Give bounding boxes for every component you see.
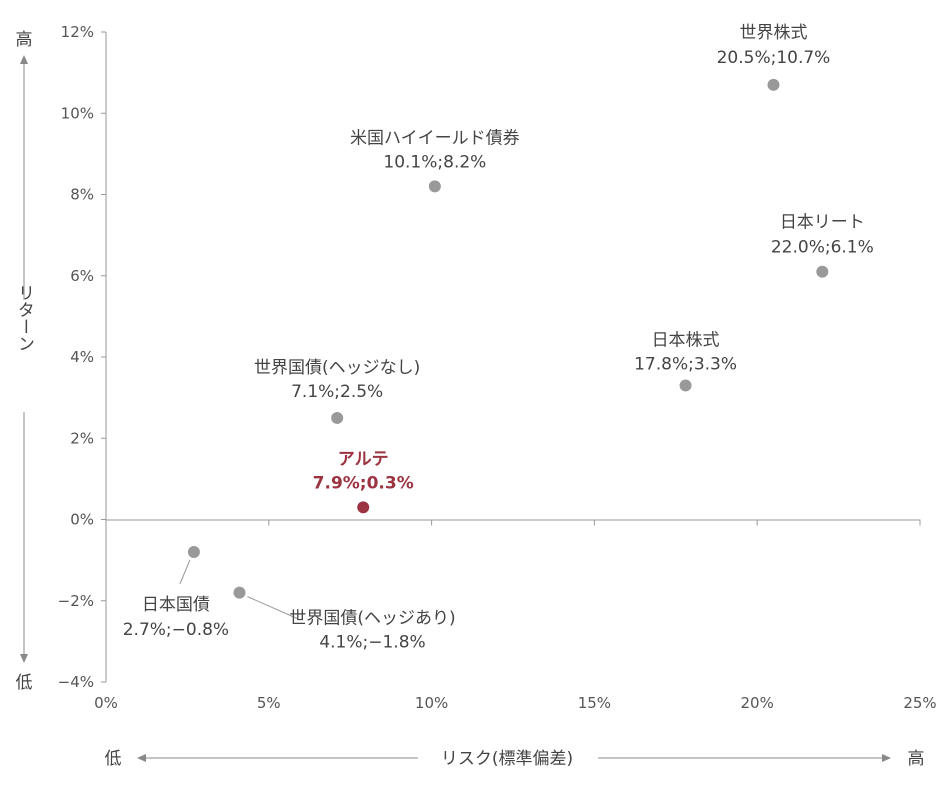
label-leader-lines	[179, 559, 298, 620]
point-value-label: 2.7%;−0.8%	[123, 620, 229, 640]
x-tick-label: 15%	[578, 694, 611, 712]
x-tick-label: 25%	[903, 694, 936, 712]
point-name-label: 世界株式	[739, 23, 807, 43]
x-tick-label: 0%	[94, 694, 118, 712]
y-tick-label: −2%	[58, 592, 94, 610]
y-tick-label: 6%	[70, 267, 94, 285]
point-value-label: 7.1%;2.5%	[291, 382, 383, 402]
y-axis-arrow-up-icon	[20, 55, 28, 64]
data-labels: 世界株式 20.5%;10.7% 米国ハイイールド債券 10.1%;8.2% 日本リート…	[123, 23, 874, 653]
x-axis-low-label: 低	[105, 749, 122, 769]
leader-line	[179, 559, 191, 585]
point-value-label: 20.5%;10.7%	[717, 48, 831, 68]
y-axis-arrow-down-icon	[20, 654, 28, 663]
data-point	[357, 501, 370, 514]
y-axis-high-label: 高	[16, 30, 33, 50]
data-point	[331, 411, 344, 424]
data-point	[428, 180, 441, 193]
y-axis-ticks: −4% −2% 0% 2% 4% 6% 8% 10% 12%	[58, 23, 106, 691]
y-axis-title: リターン	[14, 284, 34, 352]
point-value-label: 22.0%;6.1%	[771, 238, 874, 258]
y-tick-label: 8%	[70, 186, 94, 204]
x-tick-label: 20%	[741, 694, 774, 712]
data-point	[767, 78, 780, 91]
x-tick-label: 10%	[415, 694, 448, 712]
x-axis-arrow-left-icon	[137, 754, 146, 762]
point-value-label: 10.1%;8.2%	[383, 152, 486, 172]
y-tick-label: 12%	[61, 23, 94, 41]
data-point	[233, 586, 246, 599]
x-axis-ticks: 0% 5% 10% 15% 20% 25%	[94, 519, 937, 712]
data-point	[679, 379, 692, 392]
x-axis-title: リスク(標準偏差)	[441, 749, 573, 769]
y-tick-label: 2%	[70, 429, 94, 447]
point-name-label: 日本株式	[652, 330, 720, 350]
data-point	[187, 546, 200, 558]
y-axis-low-label: 低	[16, 673, 33, 693]
point-name-label: 世界国債(ヘッジなし)	[254, 358, 420, 378]
point-value-label: 4.1%;−1.8%	[319, 633, 425, 653]
data-points	[187, 78, 829, 599]
y-tick-label: 0%	[70, 511, 94, 529]
point-name-label: 米国ハイイールド債券	[350, 128, 520, 148]
point-name-label: 日本国債	[142, 595, 210, 615]
y-tick-label: 10%	[61, 104, 94, 122]
x-axis-arrow-right-icon	[882, 754, 891, 762]
y-tick-label: −4%	[58, 673, 94, 691]
point-value-label: 7.9%;0.3%	[313, 473, 414, 493]
y-axis-title-group: 高 リターン 低	[14, 30, 34, 693]
x-tick-label: 5%	[257, 694, 281, 712]
point-name-label: 日本リート	[780, 213, 865, 233]
y-tick-label: 4%	[70, 348, 94, 366]
point-name-label: アルテ	[338, 449, 389, 469]
leader-line	[247, 596, 298, 620]
x-axis-title-group: 低 リスク(標準偏差) 高	[105, 749, 925, 769]
x-axis-high-label: 高	[908, 749, 925, 769]
point-name-label: 世界国債(ヘッジあり)	[289, 609, 455, 629]
data-point	[816, 265, 829, 278]
point-value-label: 17.8%;3.3%	[634, 354, 737, 374]
